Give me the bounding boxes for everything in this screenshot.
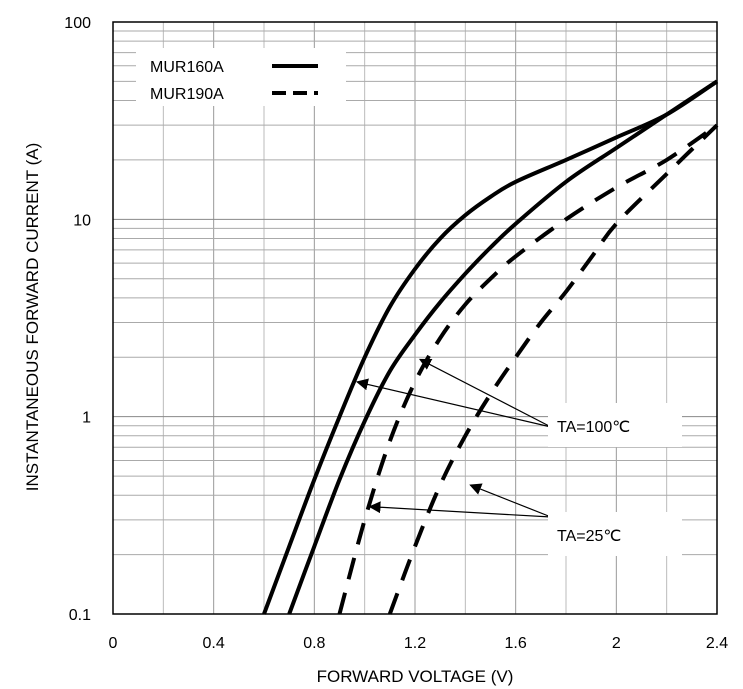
annotation-arrow [355,378,552,428]
legend-label-mur190a: MUR190A [150,86,224,103]
annotation-arrow [368,501,552,518]
annotations: TA=100℃ TA=25℃ [355,358,682,556]
x-tick-label: 2 [612,635,621,652]
annotation-arrow [418,358,552,428]
series-line-mur190a-25c [387,123,719,615]
series-line-mur190a-100c [337,123,719,615]
plot-frame [112,21,718,615]
series-line-mur160a-25c [287,79,719,615]
legend-label-mur160a: MUR160A [150,59,224,76]
annotation-25c-label: TA=25℃ [557,528,621,545]
x-tick-label: 2.4 [706,635,728,652]
x-tick-label: 1.6 [505,635,527,652]
y-axis-label: INSTANTANEOUS FORWARD CURRENT (A) [23,143,42,492]
annotation-arrow [469,483,552,518]
y-tick-label: 0.1 [69,607,91,624]
series-group [262,79,719,615]
x-tick-label: 0 [109,635,118,652]
annotation-100c-label: TA=100℃ [557,419,630,436]
x-axis-label: FORWARD VOLTAGE (V) [317,667,514,686]
annotation-100c-box [548,403,682,447]
axes: 0 0.4 0.8 1.2 1.6 2 2.4 0.1 1 10 100 [64,15,728,652]
x-tick-label: 0.4 [203,635,225,652]
annotation-25c-box [548,512,682,556]
y-tick-label: 10 [73,212,91,229]
x-tick-label: 1.2 [404,635,426,652]
y-tick-label: 1 [82,410,91,427]
x-tick-label: 0.8 [303,635,325,652]
legend-box [136,48,346,106]
y-tick-label: 100 [64,15,91,32]
legend: MUR160A MUR190A [136,48,346,106]
series-line-mur160a-100c [262,79,719,615]
